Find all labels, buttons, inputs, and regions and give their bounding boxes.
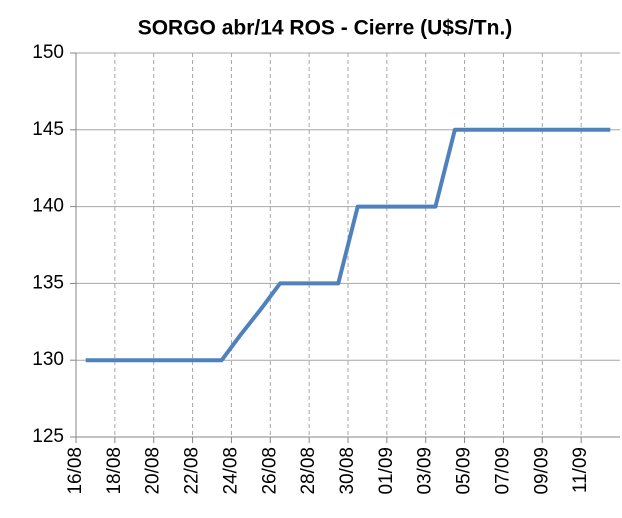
x-tick-label: 28/08: [298, 447, 319, 495]
x-tick-label: 24/08: [220, 447, 241, 495]
x-tick-label: 03/09: [415, 447, 436, 495]
x-tick-label: 16/08: [65, 447, 86, 495]
y-tick-label: 140: [32, 196, 64, 217]
y-tick-label: 145: [32, 119, 64, 140]
x-tick-label: 09/09: [531, 447, 552, 495]
x-tick-label: 11/09: [570, 447, 591, 493]
y-tick-label: 150: [32, 42, 64, 63]
x-tick-label: 22/08: [182, 447, 203, 495]
y-tick-label: 130: [32, 349, 64, 370]
chart-title: SORGO abr/14 ROS - Cierre (U$S/Tn.): [138, 17, 513, 40]
x-tick-label: 18/08: [104, 447, 125, 495]
y-tick-label: 135: [32, 272, 64, 293]
x-tick-label: 20/08: [143, 447, 164, 495]
y-tick-label: 125: [32, 426, 64, 447]
x-tick-label: 30/08: [337, 447, 358, 495]
line-series: [85, 127, 611, 363]
x-tick-label: 01/09: [376, 447, 397, 495]
x-tick-label: 05/09: [454, 447, 475, 495]
x-tick-label: 26/08: [259, 447, 280, 495]
x-tick-label: 07/09: [492, 447, 513, 495]
